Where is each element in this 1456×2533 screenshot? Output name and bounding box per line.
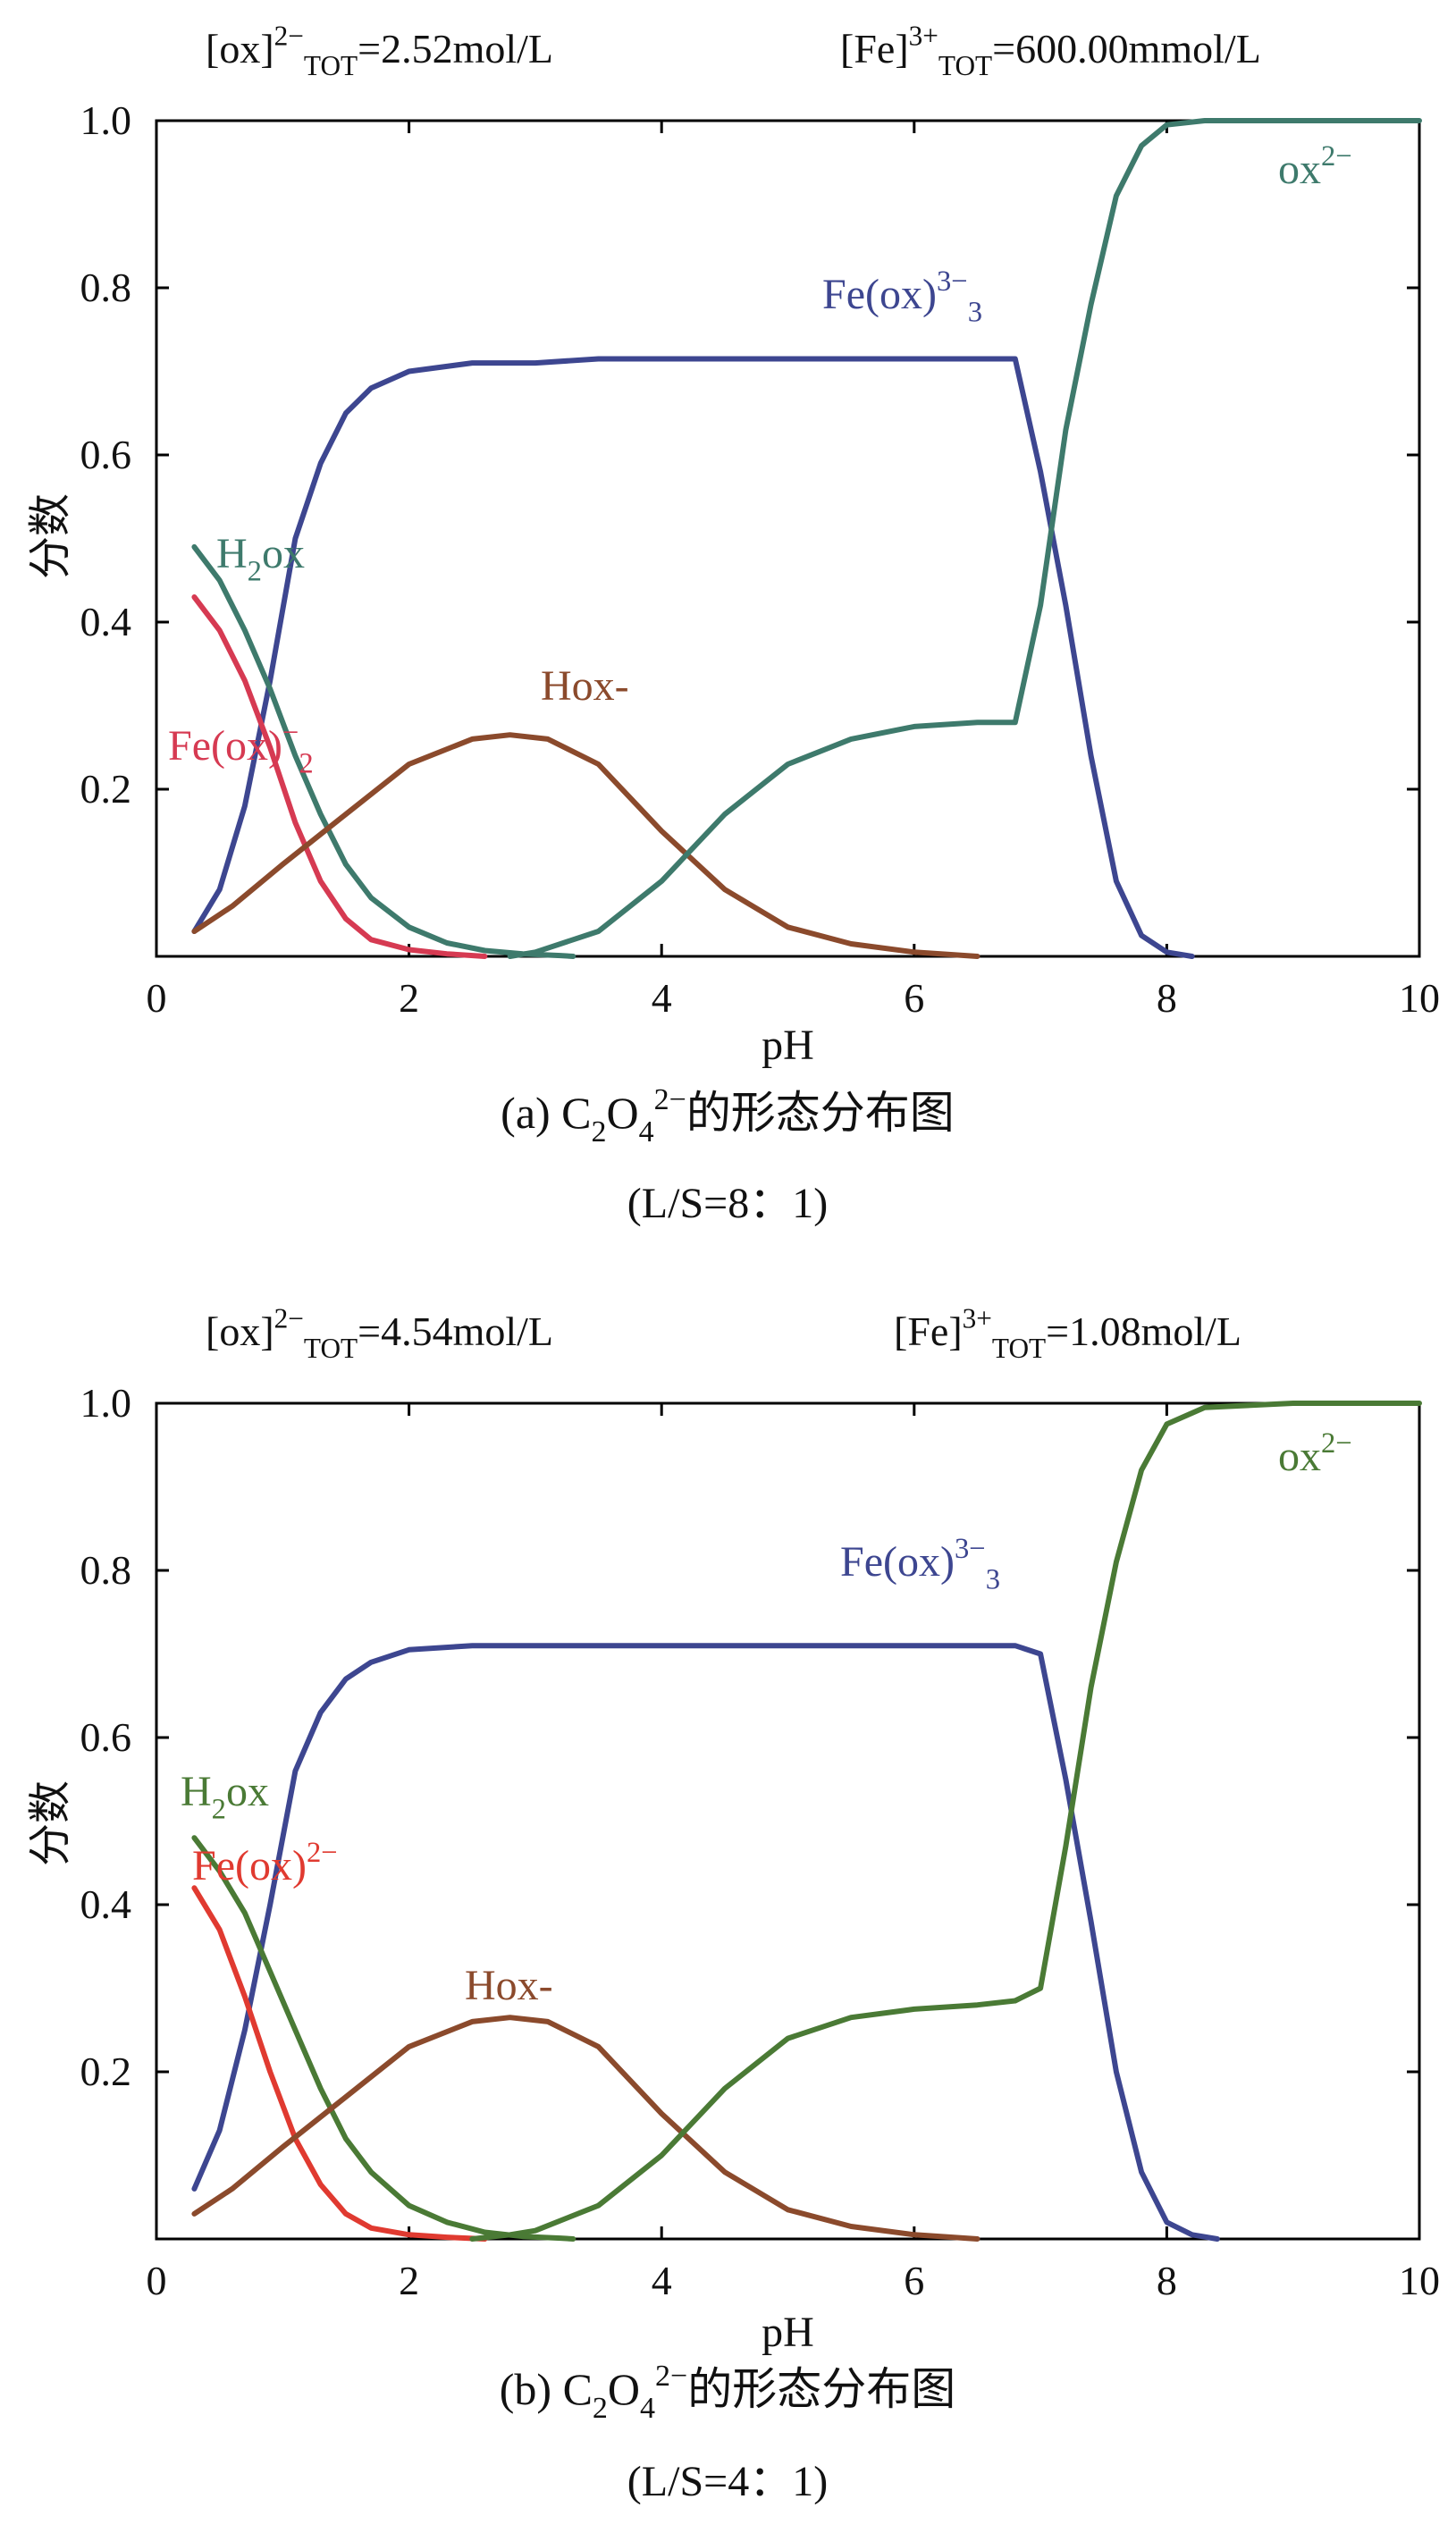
plot-frame: [155, 1401, 1421, 2241]
series-line-2: [191, 1835, 577, 2242]
x-axis-label: pH: [762, 1022, 814, 1069]
y-tick-label: 0.2: [80, 766, 132, 812]
series-line-5: [469, 1401, 1422, 2242]
series-label-2: H2ox: [216, 530, 305, 587]
y-axis-label: 分数: [27, 493, 74, 579]
figure-caption: (b) C2O42−的形态分布图: [500, 2360, 955, 2425]
y-tick-label: 0.4: [80, 599, 132, 644]
header-right-total: [Fe]3+TOT=1.08mol/L: [894, 1303, 1241, 1364]
header-right-total: [Fe]3+TOT=600.00mmol/L: [840, 21, 1261, 81]
series-line-1: [191, 1643, 1220, 2242]
x-tick-label: 6: [904, 975, 924, 1021]
figure-caption: (a) C2O42−的形态分布图: [501, 1083, 955, 1149]
header-left-total: [ox]2−TOT=2.52mol/L: [206, 21, 553, 81]
series-label-1: Fe(ox)3−3: [822, 265, 982, 329]
x-axis-label: pH: [762, 2309, 814, 2356]
y-tick-label: 1.0: [80, 1380, 132, 1426]
x-tick-label: 8: [1157, 975, 1177, 1021]
header-left-total: [ox]2−TOT=4.54mol/L: [206, 1303, 553, 1364]
y-axis-label: 分数: [27, 1780, 74, 1866]
x-tick-label: 10: [1399, 2258, 1440, 2303]
x-tick-label: 0: [147, 975, 167, 1021]
chart-panel-2: [ox]2−TOT=4.54mol/L [Fe]3+TOT=1.08mol/L 0 2…: [27, 1303, 1440, 2505]
y-tick-label: 0.2: [80, 2049, 132, 2094]
series-line-4: [191, 2015, 980, 2242]
series-line-3: [191, 1885, 488, 2242]
y-tick-label: 0.4: [80, 1881, 132, 1927]
series-line-1: [191, 356, 1195, 959]
figure-subcaption: (L/S=4：1): [627, 2458, 828, 2505]
y-tick-label: 1.0: [80, 97, 132, 143]
series-label-3: Fe(ox)−2: [168, 717, 314, 780]
y-tick-label: 0.8: [80, 1547, 132, 1593]
x-tick-label: 4: [652, 2258, 672, 2303]
series-label-3: Fe(ox)2−: [192, 1837, 338, 1889]
series-line-4: [191, 732, 980, 959]
x-tick-label: 4: [652, 975, 672, 1021]
series-label-5: ox2−: [1278, 1427, 1352, 1480]
x-tick-label: 2: [399, 975, 419, 1021]
x-tick-label: 6: [904, 2258, 924, 2303]
y-tick-label: 0.8: [80, 265, 132, 310]
y-tick-label: 0.6: [80, 432, 132, 477]
series-label-1: Fe(ox)3−3: [840, 1533, 1000, 1596]
x-tick-label: 0: [147, 2258, 167, 2303]
x-tick-label: 8: [1157, 2258, 1177, 2303]
series-label-5: ox2−: [1278, 140, 1352, 193]
series-label-4: Hox-: [465, 1962, 553, 2009]
y-tick-label: 0.6: [80, 1714, 132, 1760]
x-tick-label: 2: [399, 2258, 419, 2303]
series-line-3: [191, 594, 488, 959]
plot-frame: [155, 119, 1421, 958]
series-label-2: H2ox: [181, 1768, 269, 1825]
chart-panel-1: [ox]2−TOT=2.52mol/L [Fe]3+TOT=600.00mmol/…: [27, 21, 1440, 1227]
figure-subcaption: (L/S=8：1): [627, 1180, 828, 1227]
series-line-5: [507, 118, 1422, 959]
series-label-4: Hox-: [541, 662, 629, 710]
x-tick-label: 10: [1399, 975, 1440, 1021]
